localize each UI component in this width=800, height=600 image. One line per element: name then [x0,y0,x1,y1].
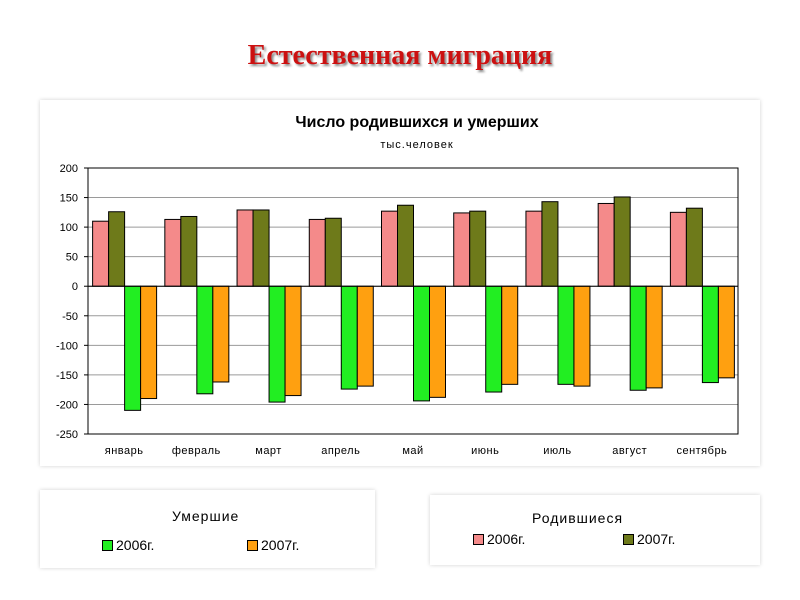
y-tick-label: -200 [56,399,78,411]
x-tick-label: сентябрь [676,445,727,457]
legend-died-entry-2006: 2006г. [102,537,154,553]
y-tick-label: 100 [60,222,78,234]
bar-died-2007-7 [645,285,663,389]
x-tick-label: апрель [321,445,360,457]
bar-born-2007-0 [108,211,126,287]
legend-died: Умершие 2006г. 2007г. [40,490,375,568]
legend-died-title: Умершие [172,508,240,524]
legend-born: Родившиеся 2006г. 2007г. [430,495,760,565]
bar-died-2006-3 [340,285,358,390]
legend-born-entry-2006: 2006г. [473,531,525,547]
bar-born-2007-6 [541,201,559,287]
bar-born-2007-7 [613,196,631,287]
chart-svg: Число родившихся и умерших тыс.человек -25… [56,114,739,457]
y-tick-label: 150 [60,193,78,205]
bar-died-2006-0 [124,285,142,411]
y-tick-label: 0 [72,281,78,293]
y-tick-label: 200 [60,163,78,175]
legend-born-label-2006: 2006г. [487,531,526,547]
bar-born-2006-4 [381,210,398,287]
bar-died-2007-6 [573,285,591,387]
legend-died-entry-2007: 2007г. [247,537,299,553]
bar-born-2006-2 [236,209,254,287]
bar-born-2007-5 [469,210,487,287]
bar-born-2007-4 [397,204,414,287]
bar-died-2007-4 [429,285,446,398]
bar-died-2007-0 [140,285,158,400]
legend-died-label-2007: 2007г. [261,537,300,553]
chart-title: Число родившихся и умерших [295,114,538,131]
legend-born-title: Родившиеся [532,510,624,526]
bar-born-2006-1 [164,218,182,287]
bar-born-2007-3 [324,217,342,287]
legend-died-swatch-2007 [247,539,258,551]
bar-died-2006-6 [557,285,575,385]
plot-frame [87,167,739,435]
slide-title: Естественная миграция [247,40,553,71]
bar-born-2007-8 [685,207,703,287]
x-tick-label: август [612,445,647,457]
bar-born-2007-1 [180,215,198,287]
y-tick-label: -50 [62,311,78,323]
y-tick-label: -250 [56,429,78,441]
bar-born-2006-5 [453,212,471,287]
bar-born-2006-8 [669,211,687,287]
bar-died-2007-1 [212,285,230,383]
bar-born-2007-2 [252,209,270,287]
bar-born-2006-6 [525,210,543,287]
x-tick-label: июль [543,445,571,457]
legend-died-label-2006: 2006г. [116,537,155,553]
y-tick-label: -150 [56,370,78,382]
bar-born-2006-0 [92,220,110,287]
chart-panel: Число родившихся и умерших тыс.человек -25… [40,100,760,466]
bar-died-2006-4 [413,285,430,402]
legend-born-swatch-2007 [623,533,634,545]
legend-born-swatch-2006 [473,533,484,545]
bar-died-2006-1 [196,285,214,395]
legend-died-swatch-2006 [102,539,113,551]
bar-died-2006-2 [268,285,286,403]
legend-born-label-2007: 2007г. [637,531,676,547]
x-tick-label: май [402,445,423,457]
bar-died-2006-8 [701,285,719,384]
chart-subtitle: тыс.человек [380,139,453,151]
legend-born-entry-2007: 2007г. [623,531,675,547]
bar-died-2006-5 [485,285,503,393]
x-tick-label: март [255,445,282,457]
x-tick-label: июнь [471,445,499,457]
x-tick-label: январь [105,445,144,457]
bar-died-2007-2 [284,285,302,397]
bar-born-2006-7 [597,202,615,287]
bar-died-2006-7 [629,285,647,391]
bar-died-2007-8 [717,285,735,379]
y-tick-label: 50 [66,252,78,264]
x-tick-label: февраль [172,445,221,457]
bar-born-2006-3 [308,218,326,287]
bar-died-2007-5 [501,285,519,385]
bar-died-2007-3 [356,285,374,387]
y-tick-label: -100 [56,340,78,352]
